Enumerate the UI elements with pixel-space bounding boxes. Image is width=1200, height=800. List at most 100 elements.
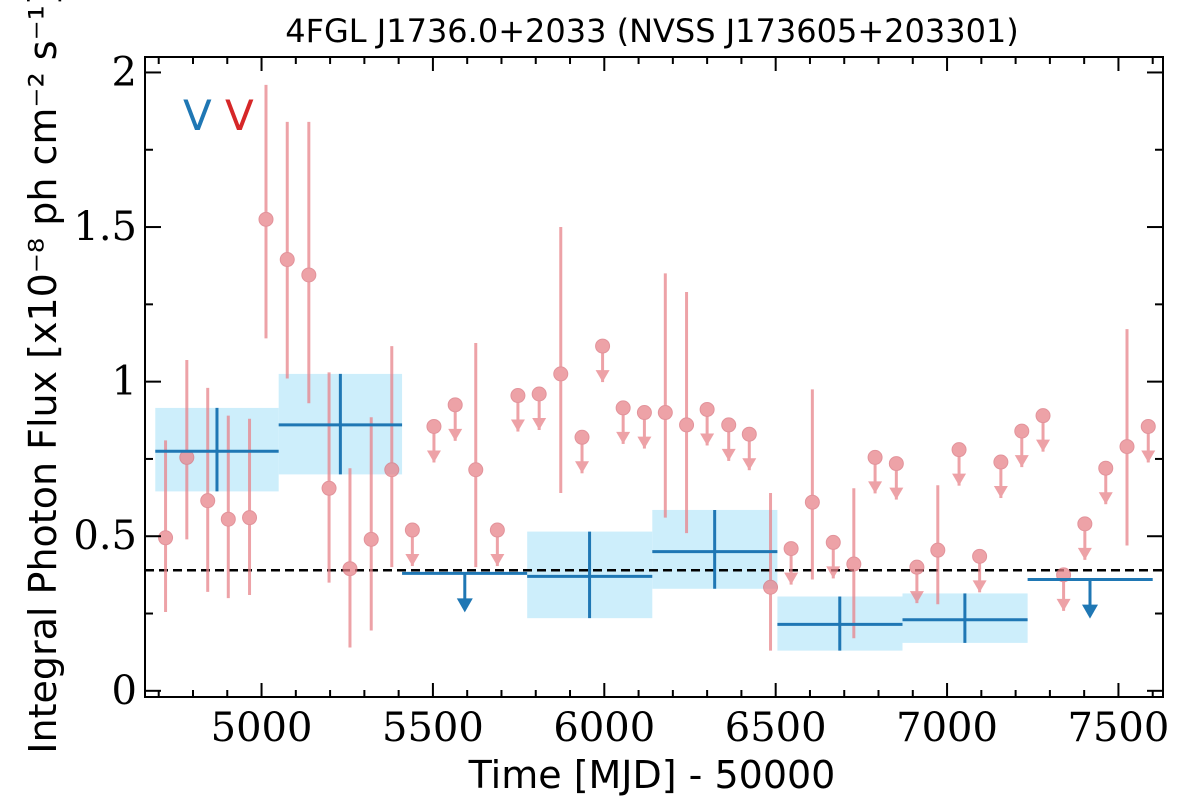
x-axis-label: Time [MJD] - 50000 xyxy=(468,753,836,797)
red-upper-limit-arrow xyxy=(1077,547,1092,560)
red-marker xyxy=(468,462,484,478)
red-marker xyxy=(158,530,174,546)
red-upper-limit-arrow xyxy=(510,419,525,432)
x-tick-label: 6500 xyxy=(725,705,827,751)
red-marker xyxy=(888,456,904,472)
red-marker xyxy=(825,534,841,550)
red-point-45 xyxy=(1098,460,1114,505)
red-marker xyxy=(574,429,590,445)
red-marker xyxy=(636,405,652,421)
red-marker xyxy=(301,267,317,283)
red-upper-limit-arrow xyxy=(742,458,757,471)
red-marker xyxy=(1077,516,1093,532)
blue-bin-5 xyxy=(777,596,903,651)
y-tick-label: 2 xyxy=(112,49,137,95)
x-tick-label: 6000 xyxy=(553,705,655,751)
blue-bin-2 xyxy=(402,571,528,613)
red-point-38 xyxy=(951,442,967,486)
red-upper-limit-arrow xyxy=(1056,598,1071,611)
red-point-37 xyxy=(930,485,946,605)
red-marker xyxy=(220,511,236,527)
red-point-20 xyxy=(574,429,590,474)
red-upper-limit-arrow xyxy=(637,436,652,449)
red-upper-limit-arrow xyxy=(1098,492,1113,505)
red-point-12 xyxy=(404,522,420,567)
red-marker xyxy=(699,401,715,417)
red-upper-limit-arrow xyxy=(972,580,987,593)
red-upper-limit-arrow xyxy=(448,428,463,441)
x-tick-label: 5000 xyxy=(211,705,313,751)
red-marker xyxy=(1119,439,1135,455)
blue-bin-6 xyxy=(902,593,1028,643)
y-tick-label: 0.5 xyxy=(73,513,137,559)
red-marker xyxy=(279,252,295,268)
red-marker xyxy=(1098,460,1114,476)
red-point-47 xyxy=(1140,418,1156,463)
red-point-21 xyxy=(595,338,611,383)
red-marker xyxy=(846,556,862,572)
red-marker xyxy=(321,480,337,496)
red-upper-limit-arrow xyxy=(1141,450,1156,463)
red-upper-limit-arrow xyxy=(490,554,505,567)
red-marker xyxy=(553,366,569,382)
x-ticks: 5000 5500 6000 6500 7000 7500 xyxy=(157,57,1170,751)
red-marker xyxy=(200,493,216,509)
red-point-26 xyxy=(699,401,715,446)
red-upper-limit-arrow xyxy=(784,572,799,585)
red-marker xyxy=(489,522,505,538)
blue-bin-4 xyxy=(652,509,778,589)
red-point-32 xyxy=(825,534,841,579)
red-point-36 xyxy=(909,559,925,604)
red-marker xyxy=(342,561,358,577)
red-upper-limit-arrow xyxy=(700,433,715,446)
red-point-11 xyxy=(384,346,400,568)
red-point-19 xyxy=(553,227,569,493)
red-upper-limit-arrow xyxy=(595,370,610,383)
y-ticks: 0 0.5 1 1.5 2 xyxy=(73,49,1163,714)
red-marker xyxy=(242,510,258,526)
blue-bin-3 xyxy=(527,531,653,619)
red-point-33 xyxy=(846,488,862,639)
red-marker xyxy=(721,417,737,433)
red-marker xyxy=(1140,418,1156,434)
red-point-1 xyxy=(179,359,195,540)
red-point-16 xyxy=(489,522,505,567)
red-point-8 xyxy=(321,372,337,583)
x-tick-label: 7500 xyxy=(1068,705,1170,751)
red-marker xyxy=(951,442,967,458)
red-upper-limit-arrow xyxy=(826,566,841,579)
red-point-35 xyxy=(888,456,904,500)
red-point-30 xyxy=(783,541,799,585)
red-marker xyxy=(909,559,925,575)
red-point-42 xyxy=(1035,408,1051,452)
red-point-23 xyxy=(636,405,652,449)
red-point-2 xyxy=(200,387,216,592)
red-marker xyxy=(510,388,526,404)
blue-upper-limit-arrow xyxy=(456,598,473,613)
red-point-24 xyxy=(657,273,673,518)
blue-bin-7 xyxy=(1027,578,1153,619)
blue-bin-1 xyxy=(278,373,403,475)
red-point-17 xyxy=(510,388,526,432)
red-marker xyxy=(972,548,988,564)
v-marker-0: V xyxy=(183,91,212,140)
red-point-25 xyxy=(679,291,695,534)
red-upper-limit-arrow xyxy=(426,450,441,463)
red-marker xyxy=(679,417,695,433)
red-point-10 xyxy=(363,417,379,631)
x-tick-label: 5500 xyxy=(382,705,484,751)
y-tick-label: 0 xyxy=(112,668,137,714)
red-marker xyxy=(595,338,611,354)
y-axis-label: Integral Photon Flux [x10⁻⁸ ph cm⁻² s⁻¹] xyxy=(21,0,65,754)
red-point-43 xyxy=(1056,567,1072,611)
red-marker xyxy=(447,397,463,413)
x-tick-label: 7000 xyxy=(896,705,998,751)
red-marker xyxy=(404,522,420,538)
red-upper-limit-arrow xyxy=(532,418,547,431)
y-tick-label: 1 xyxy=(112,359,137,405)
red-point-22 xyxy=(615,400,631,444)
red-marker xyxy=(741,426,757,442)
